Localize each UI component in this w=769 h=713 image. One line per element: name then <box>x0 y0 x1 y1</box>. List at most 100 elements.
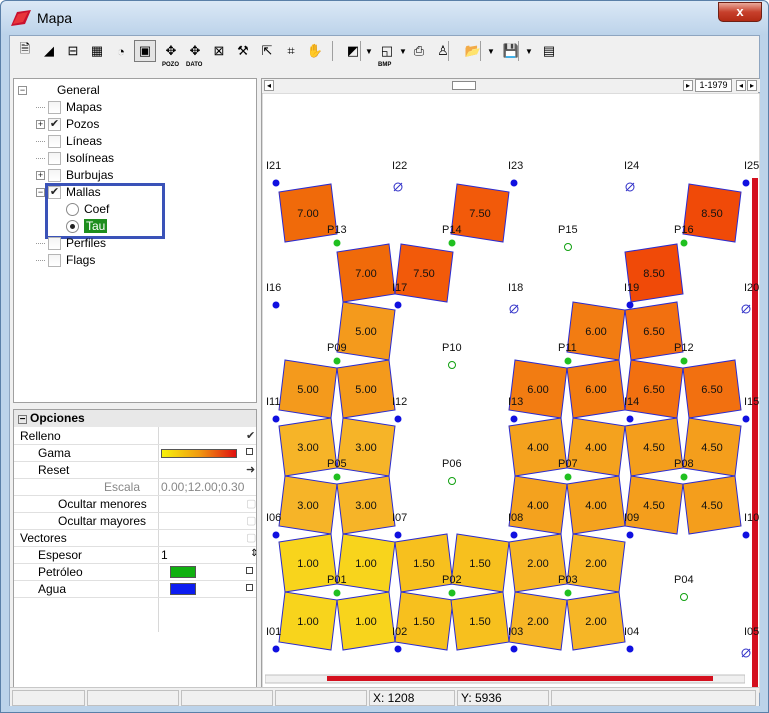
producer-marker[interactable] <box>564 589 572 597</box>
mesh-cell[interactable] <box>278 591 338 651</box>
injector-marker[interactable] <box>626 415 634 423</box>
map-canvas[interactable]: 7.00 7.50 8.50 7.00 7.50 8.50 5.00 6.00 6.50 5.00… <box>262 93 760 693</box>
map-icon[interactable]: ▣ <box>134 40 156 62</box>
injector-marker[interactable] <box>394 531 402 539</box>
open-dropdown-icon[interactable]: ▼ <box>487 46 495 56</box>
mesh-cell[interactable] <box>278 183 338 243</box>
print-icon[interactable]: ⎙ <box>413 43 425 58</box>
mesh-cell[interactable] <box>394 591 454 651</box>
title-bar[interactable]: Mapa x <box>1 1 768 35</box>
mesh-cell[interactable] <box>336 359 396 419</box>
property-row-escala[interactable]: Escala 0.00;12.00;0.30 <box>14 479 256 496</box>
mesh-cell[interactable] <box>566 591 626 651</box>
property-row-ocultar-menores[interactable]: Ocultar menores ▢ <box>14 496 256 513</box>
producer-marker[interactable] <box>448 477 456 485</box>
mesh-cell[interactable] <box>682 359 742 419</box>
injector-marker[interactable] <box>272 301 280 309</box>
expand-icon[interactable]: + <box>36 118 45 129</box>
save-dropdown-icon[interactable]: ▼ <box>525 46 533 56</box>
tree-item-mapas[interactable]: Mapas <box>36 99 102 115</box>
injector-marker[interactable] <box>626 531 634 539</box>
tree-item-flags[interactable]: Flags <box>36 252 95 268</box>
checkbox-mapas[interactable] <box>48 100 61 114</box>
producer-marker[interactable] <box>333 357 341 365</box>
checkbox-líneas[interactable] <box>48 134 61 148</box>
tree-root-general[interactable]: − General <box>18 82 100 98</box>
property-value[interactable]: 0.00;12.00;0.30 <box>161 480 245 494</box>
mesh-cell[interactable] <box>682 475 742 535</box>
properties-icon[interactable]: 🗎 <box>19 41 31 56</box>
dropdown-icon[interactable] <box>246 448 253 455</box>
injector-marker[interactable] <box>510 531 518 539</box>
export-bmp-icon[interactable]: ◱ <box>380 43 394 58</box>
mesh-cell[interactable] <box>394 243 454 303</box>
producer-marker[interactable] <box>564 473 572 481</box>
pointer-icon[interactable]: ⇱ <box>261 43 273 58</box>
producer-marker[interactable] <box>448 239 456 247</box>
injector-marker[interactable] <box>742 531 750 539</box>
next-record-icon[interactable]: ▸ <box>747 80 757 91</box>
label-icon[interactable]: ⊟ <box>67 43 79 58</box>
injector-marker[interactable] <box>742 415 750 423</box>
collapse-icon[interactable]: − <box>18 414 27 425</box>
injector-marker[interactable] <box>626 301 634 309</box>
tree-item-tau[interactable]: Tau <box>66 218 108 234</box>
property-checkbox[interactable]: ▢ <box>246 498 257 510</box>
injector-marker[interactable] <box>272 531 280 539</box>
radio-coef[interactable] <box>66 202 79 216</box>
mesh-icon[interactable]: ⊠ <box>213 43 225 58</box>
injector-marker[interactable] <box>741 304 751 314</box>
grid-icon[interactable]: ▦ <box>90 43 104 58</box>
property-checkbox[interactable]: ✔ <box>246 430 256 442</box>
scroll-right-icon[interactable]: ▸ <box>683 80 693 91</box>
property-row-gama[interactable]: Gama <box>14 445 256 462</box>
producer-marker[interactable] <box>564 357 572 365</box>
checkbox-burbujas[interactable] <box>48 168 61 182</box>
producer-marker[interactable] <box>680 357 688 365</box>
injector-marker[interactable] <box>626 645 634 653</box>
pozo-icon[interactable]: ✥ <box>165 43 177 58</box>
expand-icon[interactable]: + <box>36 169 45 180</box>
dropdown-icon[interactable] <box>246 584 253 591</box>
property-row-petr-leo[interactable]: Petróleo <box>14 564 256 581</box>
producer-marker[interactable] <box>333 589 341 597</box>
scroll-thumb[interactable] <box>452 81 476 90</box>
checkbox-mallas[interactable]: ✔ <box>48 185 61 199</box>
properties-header[interactable]: − Opciones <box>14 410 256 427</box>
mesh-cell[interactable] <box>336 475 396 535</box>
mesh-cell[interactable] <box>624 243 684 303</box>
spin-icon[interactable]: ⇕ <box>250 548 259 559</box>
property-row-reset[interactable]: Reset ➜ <box>14 462 256 479</box>
checkbox-pozos[interactable]: ✔ <box>48 117 61 131</box>
mesh-cell[interactable] <box>624 475 684 535</box>
prev-record-icon[interactable]: ◂ <box>736 80 746 91</box>
well-icon[interactable]: ♙ <box>437 43 449 58</box>
dropdown-icon[interactable] <box>246 567 253 574</box>
pie-icon[interactable]: ◔ <box>117 43 125 59</box>
injector-marker[interactable] <box>272 179 280 187</box>
checkbox-perfiles[interactable] <box>48 236 61 250</box>
producer-marker[interactable] <box>448 589 456 597</box>
oil-color-swatch[interactable] <box>170 566 196 578</box>
top-scrollbar[interactable]: ◂ ▸ 1-1979 ◂ ▸ <box>262 79 760 92</box>
producer-marker[interactable] <box>333 239 341 247</box>
tree-item-l-neas[interactable]: Líneas <box>36 133 102 149</box>
water-color-swatch[interactable] <box>170 583 196 595</box>
close-button[interactable]: x <box>718 2 762 22</box>
color-gradient-swatch[interactable] <box>161 449 237 458</box>
tree-item-mallas[interactable]: − ✔ Mallas <box>36 184 101 200</box>
collapse-general-icon[interactable]: − <box>18 84 27 95</box>
property-row-agua[interactable]: Agua <box>14 581 256 598</box>
injector-marker[interactable] <box>625 182 635 192</box>
mesh-cell[interactable] <box>624 301 684 361</box>
tree-item-pozos[interactable]: + ✔ Pozos <box>36 116 99 132</box>
injector-marker[interactable] <box>394 301 402 309</box>
injector-marker[interactable] <box>510 415 518 423</box>
injector-marker[interactable] <box>509 304 519 314</box>
mesh-cell[interactable] <box>682 183 742 243</box>
radio-tau[interactable] <box>66 219 79 233</box>
tree-item-coef[interactable]: Coef <box>66 201 109 217</box>
property-checkbox[interactable]: ▢ <box>246 515 257 527</box>
property-row-espesor[interactable]: Espesor ⇕ 1 <box>14 547 259 564</box>
producer-marker[interactable] <box>680 473 688 481</box>
